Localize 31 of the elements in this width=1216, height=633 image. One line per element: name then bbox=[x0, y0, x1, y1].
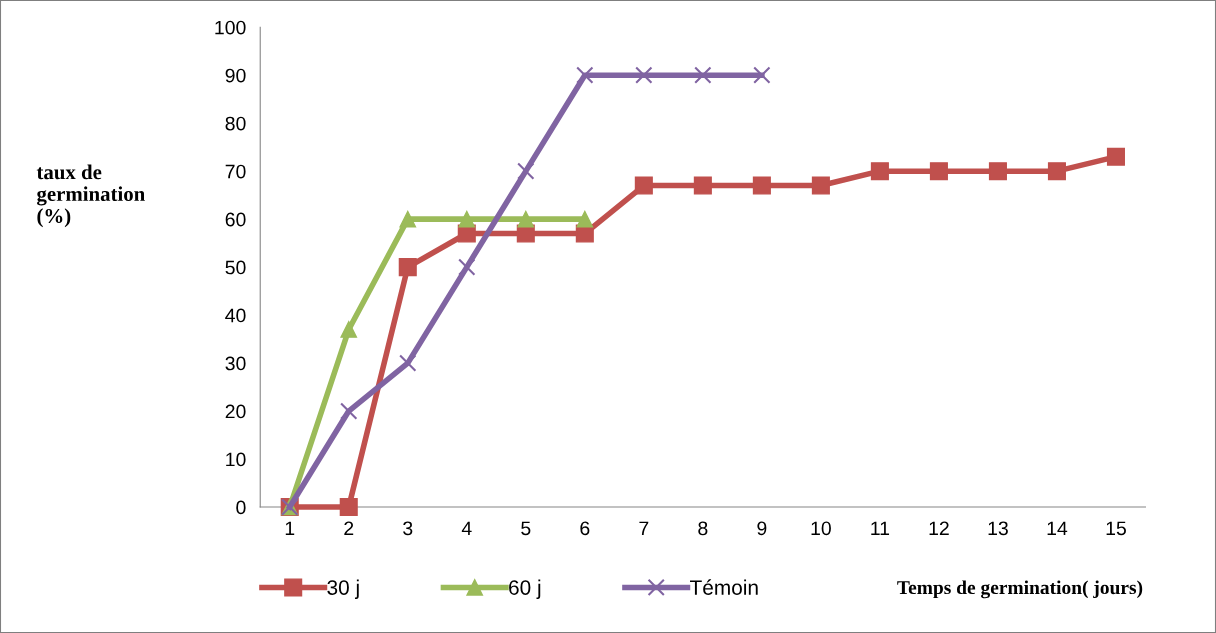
y-tick-label: 90 bbox=[225, 68, 246, 83]
x-tick-label: 7 bbox=[639, 521, 649, 536]
y-tick-label: 40 bbox=[225, 308, 246, 323]
x-tick-label: 4 bbox=[461, 521, 472, 536]
x-tick-label: 14 bbox=[1047, 521, 1068, 536]
x-tick-label: 8 bbox=[698, 521, 708, 536]
y-axis-title: taux de germination (%) bbox=[36, 164, 145, 228]
x-tick-label: 6 bbox=[580, 521, 590, 536]
y-tick-label: 80 bbox=[225, 116, 246, 131]
x-tick-label: 13 bbox=[988, 521, 1008, 536]
x-tick-label: 3 bbox=[403, 521, 413, 536]
x-tick-label: 1 bbox=[285, 521, 295, 536]
x-tick-label: 15 bbox=[1106, 521, 1126, 536]
x-tick-label: 12 bbox=[929, 521, 949, 536]
x-tick-label: 2 bbox=[344, 521, 354, 536]
y-tick-label: 100 bbox=[215, 20, 246, 35]
y-tick-label: 30 bbox=[225, 356, 246, 371]
legend-label: 60 j bbox=[509, 579, 541, 600]
y-tick-label: 60 bbox=[225, 212, 246, 227]
x-axis-title: Temps de germination( jours) bbox=[897, 580, 1143, 599]
x-tick-label: 5 bbox=[521, 521, 531, 536]
legend-label: 30 j bbox=[327, 579, 359, 600]
y-tick-label: 50 bbox=[225, 260, 246, 275]
y-tick-label: 0 bbox=[236, 500, 246, 515]
x-tick-label: 10 bbox=[811, 521, 831, 536]
y-tick-label: 20 bbox=[225, 404, 246, 419]
y-tick-label: 10 bbox=[226, 452, 246, 467]
x-tick-label: 9 bbox=[757, 521, 767, 536]
y-tick-label: 70 bbox=[225, 164, 246, 179]
legend-label: Témoin bbox=[690, 579, 758, 595]
x-tick-label: 11 bbox=[871, 521, 890, 536]
